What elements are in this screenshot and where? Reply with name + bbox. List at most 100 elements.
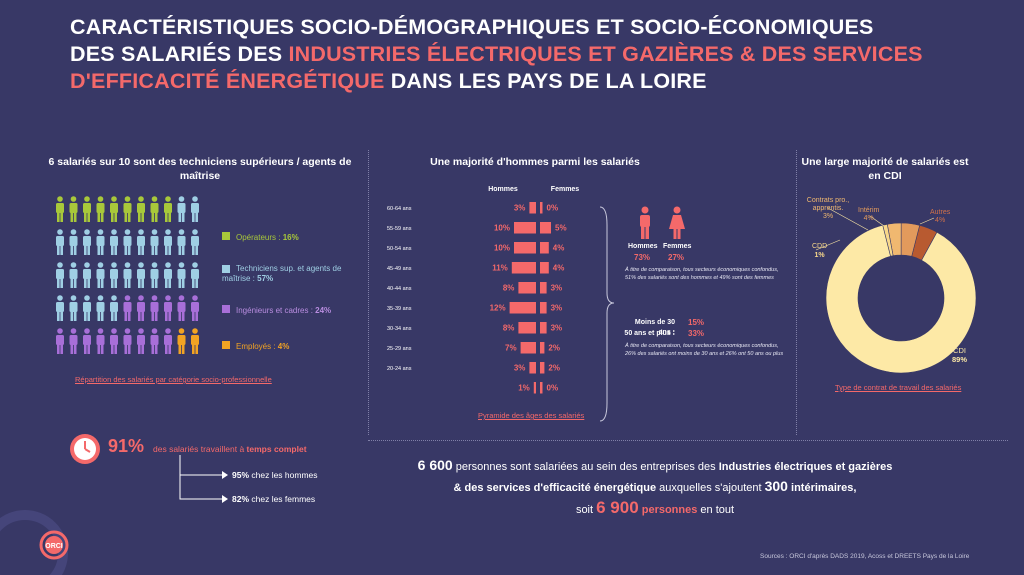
person-icon (123, 295, 132, 321)
pyramid-label-women: 3% (551, 324, 563, 333)
person-icon (96, 196, 105, 222)
divider (368, 440, 1008, 441)
person-icon (164, 328, 172, 354)
legend-label: Employés : (236, 342, 278, 351)
men-column-header: Hommes (488, 186, 518, 193)
swatch (222, 232, 230, 240)
pyramid-label-men: 3% (514, 364, 526, 373)
fulltime-men-text: chez les hommes (249, 470, 318, 480)
pyramid-age-tick: 50-54 ans (387, 246, 412, 252)
pyramid-label-women: 2% (548, 344, 560, 353)
autres-label: Autres 4% (930, 209, 950, 225)
interim-label: Intérim 4% (858, 207, 879, 223)
pyramid-label-women: 5% (555, 224, 567, 233)
person-icon (56, 196, 64, 222)
pyramid-bar-men (514, 242, 536, 254)
title-line-2b: INDUSTRIES ÉLECTRIQUES ET GAZIÈRES & DES… (288, 42, 923, 66)
fulltime-men: 95% chez les hommes (232, 470, 318, 480)
pro-pct: 3% (822, 213, 834, 220)
age-comparison-note: À titre de comparaison, tous secteurs éc… (625, 343, 784, 357)
pyramid-label-women: 3% (551, 304, 563, 313)
pyramid-bar-women (540, 282, 547, 294)
pyramid-bar-women (540, 362, 545, 374)
logo-text: ORCI (45, 543, 63, 550)
pro-name: Contrats pro., apprentis. (806, 197, 850, 212)
person-icon (137, 295, 145, 321)
pyramid-label-men: 3% (514, 204, 526, 213)
category-source-link[interactable]: Répartition des salariés par catégorie s… (75, 375, 272, 384)
pyramid-label-men: 7% (505, 344, 517, 353)
over50-label: 50 ans et plus : (624, 330, 675, 337)
legend-operateurs: Opérateurs : 16% (222, 232, 299, 243)
fulltime-men-pct: 95% (232, 470, 250, 480)
pyramid-age-tick: 40-44 ans (387, 286, 412, 292)
pyramid-title: Une majorité d'hommes parmi les salariés (430, 156, 640, 168)
person-icon (110, 196, 118, 222)
legend-label: Techniciens sup. et agents de maîtrise : (222, 264, 342, 283)
title-line-3b: DANS LES PAYS DE LA LOIRE (384, 69, 707, 93)
pyramid-label-women: 0% (547, 204, 559, 213)
page-title: CARACTÉRISTIQUES SOCIO-DÉMOGRAPHIQUES ET… (70, 14, 970, 95)
pyramid-age-tick: 20-24 ans (387, 366, 412, 372)
person-icon (110, 328, 118, 354)
summary-t5: en tout (697, 504, 735, 516)
fulltime-text: des salariés travaillent à temps complet (153, 444, 307, 454)
swatch (222, 341, 230, 349)
person-icon (83, 295, 91, 321)
orci-logo: ORCI (0, 510, 69, 575)
contract-source-link[interactable]: Type de contrat de travail des salariés (835, 383, 962, 392)
men-pct: 73% (634, 253, 651, 262)
swatch (222, 265, 230, 273)
men-label: Hommes (628, 243, 658, 250)
pyramid-bar-men (529, 202, 536, 214)
pyramid-label-men: 12% (490, 304, 506, 313)
cdi-name: CDI (953, 346, 966, 355)
pyramid-bar-men (514, 222, 536, 234)
pyramid-bar-men (509, 302, 536, 314)
summary-b3: intérimaires, (787, 482, 857, 494)
summary-t2: auxquelles s'ajoutent (656, 482, 765, 494)
person-icon (123, 328, 132, 354)
person-icon (150, 229, 159, 255)
person-icon (123, 229, 132, 255)
person-icon (96, 262, 105, 288)
person-icon (164, 295, 172, 321)
legend-ingenieurs: Ingénieurs et cadres : 24% (222, 305, 331, 316)
woman-icon (669, 206, 685, 239)
summary-t4: personnes (638, 504, 698, 516)
cdd-pct: 1% (814, 252, 825, 259)
pyramid-source-link[interactable]: Pyramide des âges des salariés (478, 411, 585, 420)
summary-b2: & des services d'efficacité énergétique (453, 482, 657, 494)
women-pct: 27% (668, 253, 685, 262)
person-icon (191, 229, 199, 255)
pyramid-label-women: 0% (547, 384, 559, 393)
pyramid-label-men: 10% (494, 244, 510, 253)
person-icon (110, 262, 118, 288)
pyramid-bar-women (540, 262, 549, 274)
person-icon (191, 196, 199, 222)
title-line-3a: D'EFFICACITÉ ÉNERGÉTIQUE (70, 69, 385, 93)
category-chart-title: 6 salariés sur 10 sont des techniciens s… (48, 156, 352, 182)
person-icon (56, 328, 64, 354)
legend-employes: Employés : 4% (222, 341, 289, 352)
divider (796, 150, 797, 435)
person-icon (83, 229, 91, 255)
source-note: Sources : ORCI d'après DADS 2019, Acoss … (760, 553, 970, 560)
over50-pct: 33% (688, 329, 705, 338)
cdi-label: CDI 89% (952, 346, 967, 364)
gender-comparison-note: À titre de comparaison, tous secteurs éc… (625, 267, 779, 281)
legend-label: Opérateurs : (236, 233, 283, 242)
pyramid-bar-women (540, 382, 543, 394)
cdi-pct: 89% (952, 355, 968, 364)
pyramid-bar-men (511, 262, 536, 274)
legend-pct: 16% (282, 233, 299, 242)
fulltime-pct: 91% (108, 436, 145, 456)
fulltime-women-pct: 82% (232, 494, 250, 504)
person-icon (96, 229, 105, 255)
summary-n1: 6 600 (417, 457, 453, 473)
women-column-header: Femmes (551, 186, 580, 193)
contract-title: Une large majorité de salariés est en CD… (801, 156, 969, 182)
under30-label: Moins de 30 ans : (634, 319, 675, 336)
leader-line (919, 217, 935, 225)
pyramid-bar-women (540, 302, 547, 314)
